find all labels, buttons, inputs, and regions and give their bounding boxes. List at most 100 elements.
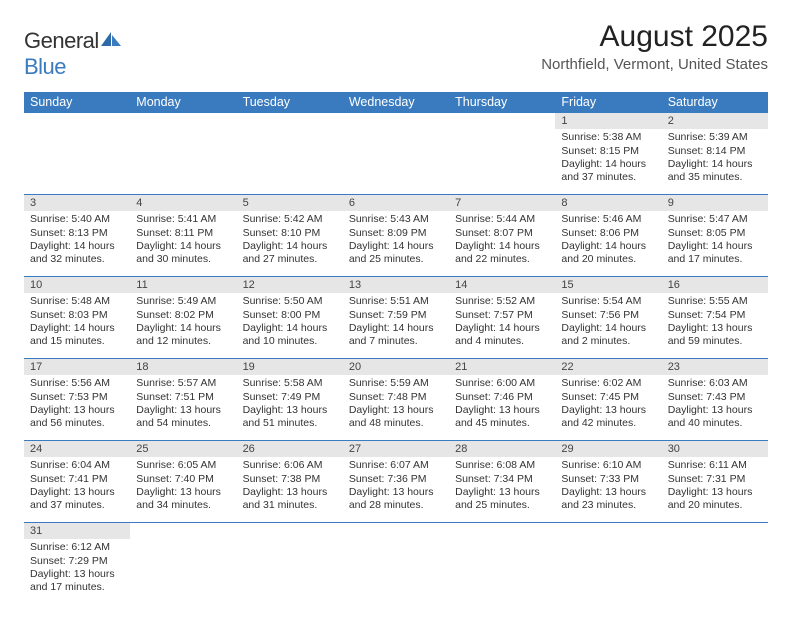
sunset-text: Sunset: 7:34 PM bbox=[455, 473, 549, 486]
daylight-text: Daylight: 13 hours and 54 minutes. bbox=[136, 404, 230, 431]
sunrise-text: Sunrise: 5:44 AM bbox=[455, 213, 549, 226]
day-number: 6 bbox=[343, 195, 449, 211]
day-number: 26 bbox=[237, 441, 343, 457]
day-header: Monday bbox=[130, 92, 236, 113]
sunrise-text: Sunrise: 6:07 AM bbox=[349, 459, 443, 472]
daylight-text: Daylight: 14 hours and 32 minutes. bbox=[30, 240, 124, 267]
daylight-text: Daylight: 14 hours and 7 minutes. bbox=[349, 322, 443, 349]
day-number: 3 bbox=[24, 195, 130, 211]
sunrise-text: Sunrise: 6:00 AM bbox=[455, 377, 549, 390]
daylight-text: Daylight: 13 hours and 42 minutes. bbox=[561, 404, 655, 431]
day-header-row: Sunday Monday Tuesday Wednesday Thursday… bbox=[24, 92, 768, 113]
daylight-text: Daylight: 14 hours and 15 minutes. bbox=[30, 322, 124, 349]
sunset-text: Sunset: 7:46 PM bbox=[455, 391, 549, 404]
calendar-cell: 21Sunrise: 6:00 AMSunset: 7:46 PMDayligh… bbox=[449, 359, 555, 441]
calendar-cell: 8Sunrise: 5:46 AMSunset: 8:06 PMDaylight… bbox=[555, 195, 661, 277]
day-details: Sunrise: 5:44 AMSunset: 8:07 PMDaylight:… bbox=[449, 211, 555, 271]
daylight-text: Daylight: 14 hours and 10 minutes. bbox=[243, 322, 337, 349]
sunrise-text: Sunrise: 5:43 AM bbox=[349, 213, 443, 226]
day-details: Sunrise: 6:08 AMSunset: 7:34 PMDaylight:… bbox=[449, 457, 555, 517]
sunrise-text: Sunrise: 5:58 AM bbox=[243, 377, 337, 390]
day-details: Sunrise: 6:05 AMSunset: 7:40 PMDaylight:… bbox=[130, 457, 236, 517]
day-details: Sunrise: 5:39 AMSunset: 8:14 PMDaylight:… bbox=[662, 129, 768, 189]
calendar-cell bbox=[555, 523, 661, 605]
daylight-text: Daylight: 14 hours and 30 minutes. bbox=[136, 240, 230, 267]
day-number: 15 bbox=[555, 277, 661, 293]
sunset-text: Sunset: 7:48 PM bbox=[349, 391, 443, 404]
day-number: 22 bbox=[555, 359, 661, 375]
daylight-text: Daylight: 13 hours and 40 minutes. bbox=[668, 404, 762, 431]
sunrise-text: Sunrise: 5:57 AM bbox=[136, 377, 230, 390]
day-number: 4 bbox=[130, 195, 236, 211]
daylight-text: Daylight: 13 hours and 23 minutes. bbox=[561, 486, 655, 513]
day-details: Sunrise: 5:51 AMSunset: 7:59 PMDaylight:… bbox=[343, 293, 449, 353]
sunrise-text: Sunrise: 5:49 AM bbox=[136, 295, 230, 308]
day-number: 10 bbox=[24, 277, 130, 293]
day-number: 1 bbox=[555, 113, 661, 129]
day-details: Sunrise: 5:56 AMSunset: 7:53 PMDaylight:… bbox=[24, 375, 130, 435]
daylight-text: Daylight: 14 hours and 27 minutes. bbox=[243, 240, 337, 267]
location-text: Northfield, Vermont, United States bbox=[541, 56, 768, 73]
day-details: Sunrise: 5:41 AMSunset: 8:11 PMDaylight:… bbox=[130, 211, 236, 271]
day-details: Sunrise: 5:47 AMSunset: 8:05 PMDaylight:… bbox=[662, 211, 768, 271]
daylight-text: Daylight: 13 hours and 34 minutes. bbox=[136, 486, 230, 513]
sunrise-text: Sunrise: 5:40 AM bbox=[30, 213, 124, 226]
sunrise-text: Sunrise: 5:46 AM bbox=[561, 213, 655, 226]
calendar-cell bbox=[237, 523, 343, 605]
sunset-text: Sunset: 8:14 PM bbox=[668, 145, 762, 158]
calendar-cell: 15Sunrise: 5:54 AMSunset: 7:56 PMDayligh… bbox=[555, 277, 661, 359]
day-details: Sunrise: 5:57 AMSunset: 7:51 PMDaylight:… bbox=[130, 375, 236, 435]
day-number: 24 bbox=[24, 441, 130, 457]
sunrise-text: Sunrise: 5:51 AM bbox=[349, 295, 443, 308]
calendar-cell: 7Sunrise: 5:44 AMSunset: 8:07 PMDaylight… bbox=[449, 195, 555, 277]
calendar-cell: 17Sunrise: 5:56 AMSunset: 7:53 PMDayligh… bbox=[24, 359, 130, 441]
daylight-text: Daylight: 13 hours and 45 minutes. bbox=[455, 404, 549, 431]
calendar-cell: 25Sunrise: 6:05 AMSunset: 7:40 PMDayligh… bbox=[130, 441, 236, 523]
day-details: Sunrise: 6:07 AMSunset: 7:36 PMDaylight:… bbox=[343, 457, 449, 517]
day-number: 29 bbox=[555, 441, 661, 457]
calendar-cell bbox=[343, 523, 449, 605]
sunset-text: Sunset: 7:54 PM bbox=[668, 309, 762, 322]
calendar-cell: 30Sunrise: 6:11 AMSunset: 7:31 PMDayligh… bbox=[662, 441, 768, 523]
day-header: Wednesday bbox=[343, 92, 449, 113]
day-details: Sunrise: 6:03 AMSunset: 7:43 PMDaylight:… bbox=[662, 375, 768, 435]
sunset-text: Sunset: 7:36 PM bbox=[349, 473, 443, 486]
sunset-text: Sunset: 7:40 PM bbox=[136, 473, 230, 486]
day-number: 25 bbox=[130, 441, 236, 457]
calendar-cell: 11Sunrise: 5:49 AMSunset: 8:02 PMDayligh… bbox=[130, 277, 236, 359]
day-details: Sunrise: 5:52 AMSunset: 7:57 PMDaylight:… bbox=[449, 293, 555, 353]
page-title: August 2025 bbox=[541, 20, 768, 54]
calendar-cell: 6Sunrise: 5:43 AMSunset: 8:09 PMDaylight… bbox=[343, 195, 449, 277]
logo: GeneralBlue bbox=[24, 28, 123, 80]
calendar-cell: 29Sunrise: 6:10 AMSunset: 7:33 PMDayligh… bbox=[555, 441, 661, 523]
day-header: Tuesday bbox=[237, 92, 343, 113]
calendar-cell bbox=[130, 523, 236, 605]
calendar-cell: 19Sunrise: 5:58 AMSunset: 7:49 PMDayligh… bbox=[237, 359, 343, 441]
calendar-cell: 27Sunrise: 6:07 AMSunset: 7:36 PMDayligh… bbox=[343, 441, 449, 523]
sunset-text: Sunset: 8:06 PM bbox=[561, 227, 655, 240]
daylight-text: Daylight: 13 hours and 59 minutes. bbox=[668, 322, 762, 349]
sunrise-text: Sunrise: 6:08 AM bbox=[455, 459, 549, 472]
day-details: Sunrise: 5:48 AMSunset: 8:03 PMDaylight:… bbox=[24, 293, 130, 353]
daylight-text: Daylight: 14 hours and 20 minutes. bbox=[561, 240, 655, 267]
calendar-cell bbox=[130, 113, 236, 195]
calendar-cell: 26Sunrise: 6:06 AMSunset: 7:38 PMDayligh… bbox=[237, 441, 343, 523]
sunset-text: Sunset: 8:11 PM bbox=[136, 227, 230, 240]
sunset-text: Sunset: 7:38 PM bbox=[243, 473, 337, 486]
sunset-text: Sunset: 7:29 PM bbox=[30, 555, 124, 568]
daylight-text: Daylight: 13 hours and 25 minutes. bbox=[455, 486, 549, 513]
sunrise-text: Sunrise: 5:41 AM bbox=[136, 213, 230, 226]
daylight-text: Daylight: 13 hours and 20 minutes. bbox=[668, 486, 762, 513]
calendar-row: 10Sunrise: 5:48 AMSunset: 8:03 PMDayligh… bbox=[24, 277, 768, 359]
calendar-cell: 1Sunrise: 5:38 AMSunset: 8:15 PMDaylight… bbox=[555, 113, 661, 195]
calendar-table: Sunday Monday Tuesday Wednesday Thursday… bbox=[24, 92, 768, 605]
calendar-cell: 23Sunrise: 6:03 AMSunset: 7:43 PMDayligh… bbox=[662, 359, 768, 441]
calendar-cell: 10Sunrise: 5:48 AMSunset: 8:03 PMDayligh… bbox=[24, 277, 130, 359]
calendar-cell bbox=[662, 523, 768, 605]
sunset-text: Sunset: 8:05 PM bbox=[668, 227, 762, 240]
logo-text: GeneralBlue bbox=[24, 28, 123, 80]
sunset-text: Sunset: 8:09 PM bbox=[349, 227, 443, 240]
header: GeneralBlue August 2025 Northfield, Verm… bbox=[24, 20, 768, 80]
sunset-text: Sunset: 8:02 PM bbox=[136, 309, 230, 322]
sunset-text: Sunset: 8:07 PM bbox=[455, 227, 549, 240]
